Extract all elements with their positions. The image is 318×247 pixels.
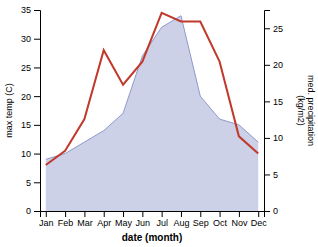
chart-svg: Jan FebMar Apr MayJun Jul Aug Sep OctNovDec 0 5 10… bbox=[0, 0, 318, 247]
tick-label: 25 bbox=[273, 24, 283, 34]
tick-mark bbox=[84, 211, 85, 217]
tick-mark bbox=[46, 211, 47, 217]
tick-label: 0 bbox=[273, 206, 278, 216]
x-axis: Jan FebMar Apr MayJun Jul Aug Sep OctNovDec bbox=[39, 211, 267, 228]
y-tick: 10 bbox=[21, 149, 40, 159]
x-tick: Sep bbox=[193, 211, 209, 228]
x-tick: Apr bbox=[97, 211, 111, 228]
tick-mark bbox=[104, 211, 105, 217]
tick-label: Nov bbox=[231, 218, 248, 228]
tick-label: Apr bbox=[97, 218, 111, 228]
y-tick: 30 bbox=[21, 34, 40, 44]
tick-label: 20 bbox=[273, 60, 283, 70]
x-tick: Jun bbox=[136, 211, 151, 228]
tick-mark bbox=[239, 211, 240, 217]
x-tick: Oct bbox=[213, 211, 228, 228]
tick-label: Jan bbox=[39, 218, 54, 228]
y2-axis: 0 5 10 15 20 25 bbox=[264, 11, 283, 217]
tick-mark bbox=[264, 28, 270, 29]
tick-label: 5 bbox=[26, 178, 31, 188]
tick-label: Jul bbox=[156, 218, 168, 228]
y2-tick: 25 bbox=[264, 24, 283, 34]
tick-label: 10 bbox=[21, 149, 31, 159]
tick-mark bbox=[34, 182, 40, 183]
axis-line bbox=[34, 11, 41, 212]
tick-label: 25 bbox=[21, 63, 31, 73]
tick-mark bbox=[34, 10, 40, 11]
tick-label: Sep bbox=[193, 218, 209, 228]
x-tick: Mar bbox=[77, 211, 93, 228]
tick-label: 10 bbox=[273, 133, 283, 143]
tick-label: Dec bbox=[251, 218, 268, 228]
tick-mark bbox=[65, 211, 66, 217]
tick-mark bbox=[34, 154, 40, 155]
y-tick: 0 bbox=[26, 206, 40, 216]
label-line: (kg/m2) bbox=[296, 95, 306, 126]
x-tick: Nov bbox=[231, 211, 248, 228]
y2-tick: 15 bbox=[264, 97, 283, 107]
y2-tick: 20 bbox=[264, 60, 283, 70]
tick-mark bbox=[34, 125, 40, 126]
x-tick: Feb bbox=[58, 211, 74, 228]
tick-mark bbox=[264, 174, 270, 175]
tick-label: 0 bbox=[26, 206, 31, 216]
label-line: max temp (C) bbox=[4, 83, 14, 138]
y-tick: 20 bbox=[21, 92, 40, 102]
tick-mark bbox=[34, 39, 40, 40]
tick-mark bbox=[220, 211, 221, 217]
tick-mark bbox=[181, 211, 182, 217]
line bbox=[46, 13, 258, 165]
y2-axis-title: med. precipitation(kg/m2) bbox=[296, 75, 316, 146]
x-tick: Aug bbox=[173, 211, 189, 228]
tick-mark bbox=[34, 96, 40, 97]
tick-mark bbox=[142, 211, 143, 217]
tick-mark bbox=[264, 65, 270, 66]
chart-container: Jan FebMar Apr MayJun Jul Aug Sep OctNovDec 0 5 10… bbox=[0, 0, 318, 247]
tick-label: Feb bbox=[58, 218, 74, 228]
x-tick: Dec bbox=[251, 211, 268, 228]
y-tick: 5 bbox=[26, 178, 40, 188]
tick-label: Jun bbox=[136, 218, 151, 228]
tick-mark bbox=[264, 211, 270, 212]
label-line: med. precipitation bbox=[306, 75, 316, 146]
x-tick: May bbox=[115, 211, 133, 228]
y-tick: 25 bbox=[21, 63, 40, 73]
x-tick: Jan bbox=[39, 211, 54, 228]
y-tick: 15 bbox=[21, 120, 40, 130]
tick-label: Mar bbox=[77, 218, 93, 228]
tick-label: 15 bbox=[273, 97, 283, 107]
tick-label: 20 bbox=[21, 92, 31, 102]
tick-label: 35 bbox=[21, 5, 31, 15]
tick-mark bbox=[34, 211, 40, 212]
tick-label: 5 bbox=[273, 170, 278, 180]
tick-label: 30 bbox=[21, 34, 31, 44]
tick-mark bbox=[34, 67, 40, 68]
tick-mark bbox=[200, 211, 201, 217]
y2-tick: 5 bbox=[264, 170, 278, 180]
x-axis-title: date (month) bbox=[122, 232, 183, 243]
tick-mark bbox=[162, 211, 163, 217]
tick-mark bbox=[264, 101, 270, 102]
x-tick: Jul bbox=[156, 211, 168, 228]
y-axis: 0 5 10 15 20 25 30 35 bbox=[21, 5, 41, 216]
area bbox=[46, 16, 258, 211]
plot: Jan FebMar Apr MayJun Jul Aug Sep OctNovDec 0 5 10… bbox=[4, 5, 316, 243]
tick-label: Aug bbox=[173, 218, 189, 228]
marks bbox=[46, 13, 258, 211]
y2-tick: 10 bbox=[264, 133, 283, 143]
tick-label: Oct bbox=[213, 218, 228, 228]
y2-tick: 0 bbox=[264, 206, 278, 216]
tick-label: May bbox=[115, 218, 133, 228]
y-tick: 35 bbox=[21, 5, 40, 15]
axis-line bbox=[265, 11, 271, 212]
axis-line bbox=[41, 212, 265, 218]
tick-mark bbox=[258, 211, 259, 217]
tick-label: 15 bbox=[21, 120, 31, 130]
tick-mark bbox=[123, 211, 124, 217]
y-axis-title: max temp (C) bbox=[4, 83, 14, 138]
tick-mark bbox=[264, 138, 270, 139]
